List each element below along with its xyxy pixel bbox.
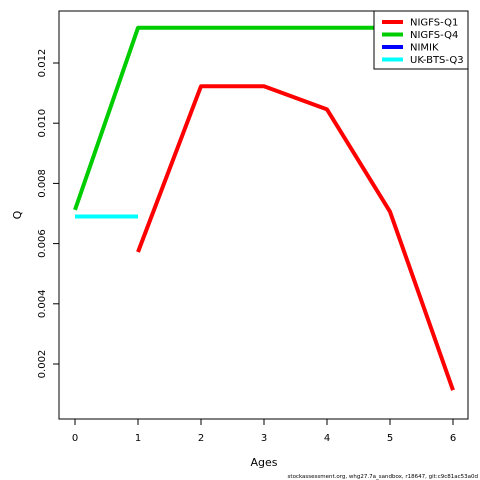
x-tick-label: 5 <box>387 433 393 444</box>
series-line-nigfs-q1 <box>136 84 455 391</box>
footnote: stockassessment.org, whg27.7a_sandbox, r… <box>288 474 478 480</box>
y-tick-label: 0.010 <box>37 109 48 138</box>
x-tick-label: 3 <box>261 433 267 444</box>
y-axis-title: Q <box>11 210 24 219</box>
series-line-nigfs-q4 <box>73 25 390 211</box>
y-axis: 0.002 0.004 0.006 0.008 0.010 0.012 <box>37 49 60 379</box>
x-axis: 0 1 2 3 4 5 6 <box>72 418 456 444</box>
x-axis-title: Ages <box>250 456 277 469</box>
legend-label: NIGFS-Q4 <box>410 30 458 41</box>
x-tick-label: 0 <box>72 433 78 444</box>
legend-label: NIMIK <box>410 43 439 54</box>
y-tick-label: 0.002 <box>37 350 48 379</box>
legend-label: UK-BTS-Q3 <box>410 55 464 66</box>
x-tick-label: 1 <box>135 433 141 444</box>
legend-label: NIGFS-Q1 <box>410 18 458 29</box>
x-tick-label: 4 <box>324 433 330 444</box>
x-tick-label: 6 <box>450 433 456 444</box>
x-tick-label: 2 <box>198 433 204 444</box>
series-group <box>73 25 455 391</box>
y-tick-label: 0.008 <box>37 169 48 198</box>
y-tick-label: 0.012 <box>37 49 48 78</box>
y-tick-label: 0.004 <box>37 289 48 318</box>
y-tick-label: 0.006 <box>37 229 48 258</box>
